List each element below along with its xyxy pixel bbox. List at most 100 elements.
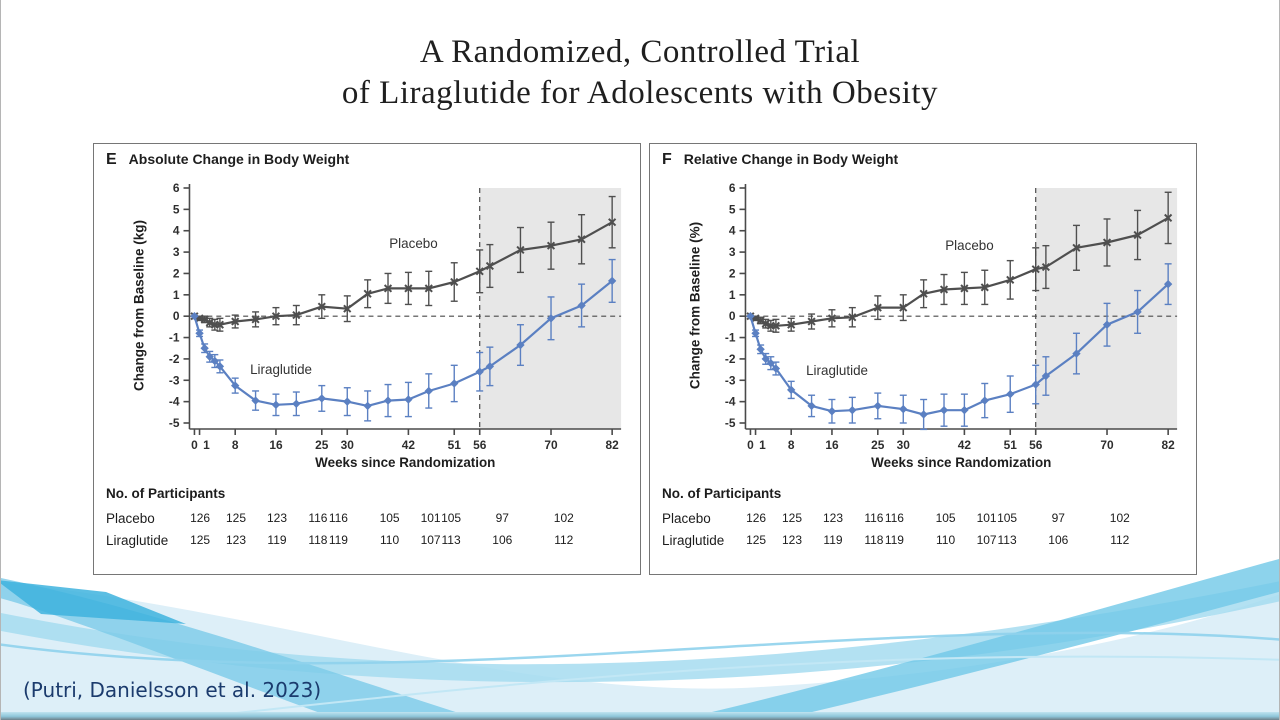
participants-table: No. of Participants Placebo 126 125 123 116 1…	[650, 486, 1196, 572]
participants-table: No. of Participants Placebo 126 125 123 116 1…	[94, 486, 640, 572]
svg-text:56: 56	[473, 438, 487, 452]
participants-heading: No. of Participants	[106, 486, 226, 501]
svg-text:5: 5	[173, 202, 180, 216]
participants-row-label: Placebo	[106, 511, 155, 526]
participant-count: 101	[976, 511, 997, 525]
participant-count: 125	[225, 511, 247, 525]
bottom-edge-strip	[1, 712, 1279, 720]
svg-text:1: 1	[203, 438, 210, 452]
participants-row-placebo: Placebo 126 125 123 116 116 105 101 105 97 102	[94, 511, 640, 529]
svg-text:2: 2	[729, 266, 736, 280]
participant-count: 105	[997, 511, 1018, 525]
participant-count: 116	[864, 511, 884, 525]
svg-text:Liraglutide: Liraglutide	[250, 362, 312, 377]
participant-count: 105	[379, 511, 400, 525]
participant-count: 112	[554, 533, 574, 547]
participant-count: 119	[823, 533, 843, 547]
svg-text:25: 25	[315, 438, 329, 452]
participant-count: 112	[1110, 533, 1130, 547]
svg-text:8: 8	[232, 438, 239, 452]
svg-text:6: 6	[729, 181, 736, 195]
participant-count: 119	[267, 533, 287, 547]
participant-count: 110	[380, 533, 400, 547]
participants-row-liraglutide: Liraglutide 125 123 119 118 119 110 107 113 106 11…	[650, 533, 1196, 551]
participants-row-placebo: Placebo 126 125 123 116 116 105 101 105 97 102	[650, 511, 1196, 529]
svg-text:1: 1	[173, 288, 180, 302]
svg-text:1: 1	[759, 438, 766, 452]
svg-text:8: 8	[788, 438, 795, 452]
svg-text:4: 4	[729, 224, 736, 238]
svg-text:Placebo: Placebo	[945, 238, 993, 253]
svg-text:1: 1	[729, 288, 736, 302]
svg-text:-4: -4	[169, 395, 180, 409]
svg-text:Placebo: Placebo	[389, 236, 437, 251]
panel-letter: F	[662, 151, 672, 168]
panel-title: Relative Change in Body Weight	[683, 151, 899, 167]
participants-row-label: Liraglutide	[662, 533, 725, 548]
participant-count: 123	[225, 533, 247, 547]
svg-text:0: 0	[191, 438, 198, 452]
panel-title: Absolute Change in Body Weight	[128, 151, 350, 167]
participant-count: 97	[1051, 511, 1065, 525]
participant-count: 126	[746, 511, 767, 525]
participant-count: 116	[308, 511, 328, 525]
svg-text:-5: -5	[169, 416, 180, 430]
participant-count: 125	[746, 533, 767, 547]
slide-title-line1: A Randomized, Controlled Trial	[419, 34, 861, 70]
panel-header: F Relative Change in Body Weight	[662, 151, 898, 169]
svg-text:0: 0	[729, 309, 736, 323]
svg-text:30: 30	[341, 438, 355, 452]
svg-text:Weeks since Randomization: Weeks since Randomization	[871, 455, 1051, 470]
participant-count: 118	[308, 533, 328, 547]
participant-count: 106	[492, 533, 513, 547]
participant-count: 107	[976, 533, 997, 547]
svg-text:Change from Baseline (kg): Change from Baseline (kg)	[132, 220, 147, 391]
svg-text:5: 5	[729, 202, 736, 216]
slide-title: A Randomized, Controlled Trial of Liragl…	[1, 32, 1279, 114]
participant-count: 97	[495, 511, 509, 525]
svg-text:70: 70	[1100, 438, 1114, 452]
svg-text:2: 2	[173, 266, 180, 280]
svg-text:70: 70	[544, 438, 558, 452]
svg-text:-1: -1	[725, 331, 736, 345]
svg-text:Liraglutide: Liraglutide	[806, 363, 868, 378]
svg-text:6: 6	[173, 181, 180, 195]
svg-text:3: 3	[173, 245, 180, 259]
svg-text:51: 51	[448, 438, 462, 452]
participants-row-liraglutide: Liraglutide 125 123 119 118 119 110 107 113 106 11…	[94, 533, 640, 551]
svg-text:-1: -1	[169, 331, 180, 345]
participant-count: 123	[781, 533, 803, 547]
svg-text:16: 16	[269, 438, 283, 452]
svg-text:Weeks since Randomization: Weeks since Randomization	[315, 455, 495, 470]
svg-text:-3: -3	[169, 373, 180, 387]
svg-text:3: 3	[729, 245, 736, 259]
participant-count: 126	[190, 511, 211, 525]
svg-text:0: 0	[747, 438, 754, 452]
svg-text:30: 30	[897, 438, 911, 452]
svg-text:25: 25	[871, 438, 885, 452]
participant-count: 119	[884, 533, 904, 547]
svg-text:-2: -2	[725, 352, 736, 366]
panel-header: E Absolute Change in Body Weight	[106, 151, 349, 169]
participant-count: 110	[936, 533, 956, 547]
participant-count: 123	[266, 511, 288, 525]
participant-count: 125	[190, 533, 211, 547]
panel-letter: E	[106, 151, 117, 168]
svg-text:-3: -3	[725, 373, 736, 387]
svg-text:4: 4	[173, 224, 180, 238]
participant-count: 119	[328, 533, 348, 547]
svg-text:42: 42	[402, 438, 416, 452]
svg-text:-2: -2	[169, 352, 180, 366]
participant-count: 118	[864, 533, 884, 547]
participant-count: 106	[1048, 533, 1069, 547]
svg-text:51: 51	[1004, 438, 1018, 452]
slide-title-line2: of Liraglutide for Adolescents with Obes…	[341, 75, 939, 111]
svg-text:0: 0	[173, 309, 180, 323]
participant-count: 107	[420, 533, 441, 547]
participant-count: 113	[997, 533, 1017, 547]
svg-text:-5: -5	[725, 416, 736, 430]
